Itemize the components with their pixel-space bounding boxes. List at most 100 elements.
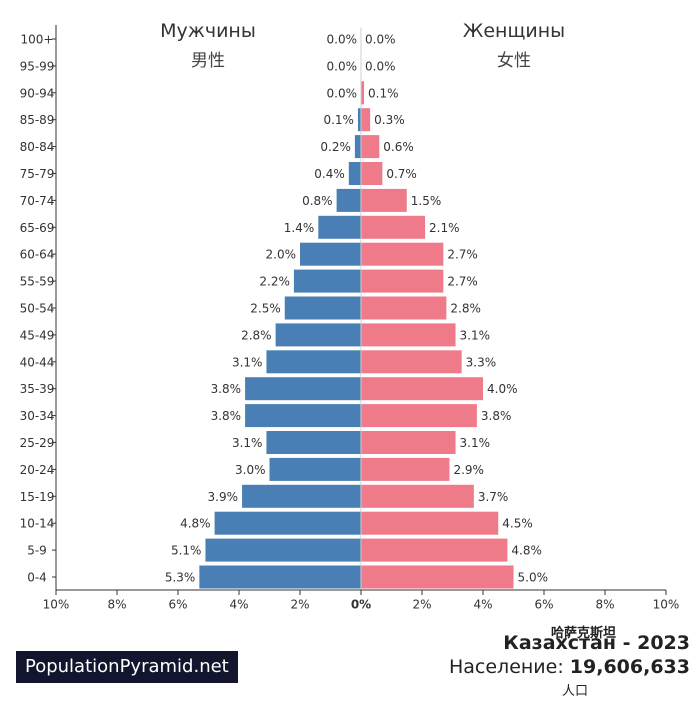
male-bar (205, 538, 361, 562)
male-value-label: 2.0% (266, 248, 297, 262)
female-bar (361, 296, 447, 320)
male-bar (245, 404, 361, 428)
age-group-label: 25-29 (20, 436, 55, 450)
female-bar (361, 377, 483, 401)
age-group-label: 40-44 (20, 355, 55, 369)
female-bar (361, 538, 508, 562)
male-value-label: 0.1% (323, 113, 354, 127)
female-value-label: 2.7% (447, 248, 478, 262)
site-logo[interactable]: PopulationPyramid.net (16, 651, 238, 683)
female-bar (361, 162, 383, 185)
female-bar (361, 404, 477, 428)
female-bar (361, 242, 444, 266)
male-bar (354, 135, 361, 159)
female-value-label: 0.0% (365, 59, 396, 73)
male-bar (348, 162, 361, 185)
population-label-zh: 人口 (561, 684, 588, 699)
male-value-label: 0.8% (302, 194, 333, 208)
male-bar (336, 188, 361, 212)
female-value-label: 2.9% (453, 463, 484, 477)
age-group-label: 30-34 (20, 409, 55, 423)
female-value-label: 3.1% (460, 328, 491, 342)
population-line: Население: 19,606,633 (449, 656, 690, 678)
age-group-label: 5-9 (27, 544, 47, 558)
male-bar (284, 296, 361, 320)
age-group-label: 80-84 (20, 140, 55, 154)
x-tick-label: 4% (473, 598, 492, 612)
female-bar (361, 135, 380, 159)
x-tick-label: 8% (595, 598, 614, 612)
x-tick-label: 8% (107, 598, 126, 612)
age-group-label: 20-24 (20, 463, 55, 477)
male-value-label: 3.8% (211, 382, 242, 396)
x-tick-label: 4% (229, 598, 248, 612)
female-value-label: 3.7% (478, 490, 509, 504)
female-value-label: 0.6% (383, 140, 414, 154)
female-value-label: 3.1% (460, 436, 491, 450)
male-value-label: 2.5% (250, 302, 281, 316)
country-name-zh: 哈萨克斯坦 (550, 626, 616, 641)
age-group-label: 75-79 (20, 167, 55, 181)
male-value-label: 0.0% (327, 86, 358, 100)
male-bar (357, 108, 361, 132)
age-group-label: 15-19 (20, 490, 55, 504)
male-bar (245, 377, 361, 401)
female-bar (361, 215, 426, 239)
male-value-label: 5.1% (171, 544, 202, 558)
female-value-label: 0.0% (365, 33, 396, 47)
male-value-label: 0.4% (314, 167, 345, 181)
female-value-label: 1.5% (411, 194, 442, 208)
male-value-label: 3.1% (232, 355, 263, 369)
male-value-label: 5.3% (165, 571, 196, 585)
female-bar (361, 431, 456, 454)
male-value-label: 1.4% (284, 221, 315, 235)
male-bar (275, 323, 361, 347)
female-value-label: 0.7% (386, 167, 417, 181)
female-bar (361, 484, 474, 508)
female-bar (361, 565, 514, 589)
female-value-label: 2.1% (429, 221, 460, 235)
age-group-label: 65-69 (20, 221, 55, 235)
male-value-label: 2.2% (259, 275, 290, 289)
female-value-label: 3.8% (481, 409, 512, 423)
female-value-label: 3.3% (466, 355, 497, 369)
female-bar (361, 269, 444, 293)
age-group-label: 55-59 (20, 275, 55, 289)
male-bar (293, 269, 361, 293)
female-bar (361, 511, 499, 535)
age-group-label: 60-64 (20, 248, 55, 262)
male-header: Мужчины (160, 20, 256, 42)
female-value-label: 5.0% (518, 571, 549, 585)
country-year-title: Казахстан - 2023 (503, 632, 690, 654)
male-header-zh: 男性 (191, 51, 225, 71)
male-bar (199, 565, 361, 589)
x-tick-label: 0% (351, 598, 371, 612)
female-header: Женщины (462, 20, 566, 42)
female-value-label: 0.1% (368, 86, 399, 100)
female-bar (361, 350, 462, 374)
female-value-label: 2.8% (450, 302, 481, 316)
population-value: 19,606,633 (569, 656, 690, 678)
male-value-label: 0.0% (327, 59, 358, 73)
female-header-zh: 女性 (497, 51, 531, 71)
x-tick-label: 10% (653, 598, 680, 612)
x-tick-label: 2% (290, 598, 309, 612)
age-group-label: 95-99 (20, 59, 55, 73)
male-value-label: 3.8% (211, 409, 242, 423)
female-value-label: 2.7% (447, 275, 478, 289)
male-bar (266, 350, 361, 374)
male-value-label: 3.1% (232, 436, 263, 450)
age-group-label: 85-89 (20, 113, 55, 127)
male-bar (269, 457, 361, 481)
age-group-label: 0-4 (27, 571, 47, 585)
population-label: Население: (448, 656, 564, 678)
male-value-label: 2.8% (241, 328, 272, 342)
male-bar (300, 242, 361, 266)
x-tick-label: 6% (534, 598, 553, 612)
female-value-label: 4.8% (511, 544, 542, 558)
x-tick-label: 6% (168, 598, 187, 612)
male-bar (266, 431, 361, 454)
female-value-label: 0.3% (374, 113, 405, 127)
female-value-label: 4.0% (487, 382, 518, 396)
